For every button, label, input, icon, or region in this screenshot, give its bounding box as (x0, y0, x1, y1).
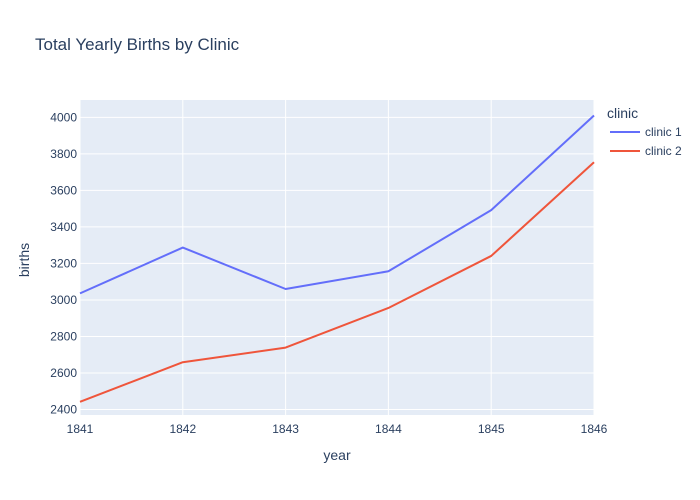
y-tick-label: 4000 (50, 110, 77, 124)
series-line-clinic-2 (79, 161, 595, 403)
x-tick-labels: 1841 1842 1843 1844 1845 1846 (67, 422, 608, 436)
x-tick-label: 1846 (581, 422, 608, 436)
y-axis-title: births (16, 243, 32, 277)
legend-item[interactable]: clinic 2 (610, 144, 682, 158)
x-tick-label: 1843 (272, 422, 299, 436)
y-tick-label: 3800 (50, 147, 77, 161)
series-line-clinic-1 (79, 114, 595, 295)
x-gridlines (79, 100, 595, 415)
legend-label: clinic 2 (645, 144, 682, 158)
x-axis-title: year (323, 447, 351, 463)
legend-label: clinic 1 (645, 125, 682, 139)
y-tick-label: 2600 (50, 366, 77, 380)
y-gridlines (80, 116, 594, 411)
y-tick-label: 3200 (50, 256, 77, 270)
y-tick-label: 2800 (50, 329, 77, 343)
x-tick-label: 1845 (478, 422, 505, 436)
x-tick-label: 1844 (375, 422, 402, 436)
legend-title: clinic (607, 105, 638, 121)
y-tick-label: 2400 (50, 403, 77, 417)
x-tick-label: 1842 (169, 422, 196, 436)
y-tick-label: 3000 (50, 293, 77, 307)
y-tick-label: 3600 (50, 183, 77, 197)
y-tick-label: 3400 (50, 220, 77, 234)
legend: clinic clinic 1 clinic 2 (607, 105, 682, 158)
chart-title: Total Yearly Births by Clinic (35, 35, 240, 54)
x-tick-label: 1841 (67, 422, 94, 436)
legend-item[interactable]: clinic 1 (610, 125, 682, 139)
y-tick-labels: 2400 2600 2800 3000 3200 3400 3600 3800 4000 (50, 110, 77, 416)
plot-area (80, 100, 594, 415)
series-lines (79, 114, 595, 403)
